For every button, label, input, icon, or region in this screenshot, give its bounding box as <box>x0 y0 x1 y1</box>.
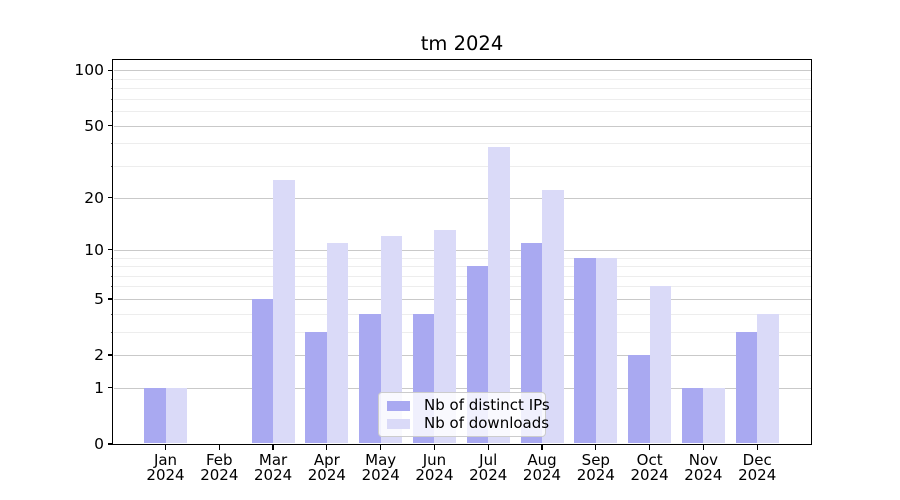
x-tick-label: Sep 2024 <box>576 450 615 484</box>
bar-oct-distinct-ips <box>628 355 650 444</box>
bar-aug-downloads <box>542 190 564 444</box>
x-tick-mark <box>541 444 543 450</box>
bar-jan-downloads <box>165 387 187 444</box>
x-tick-mark <box>487 444 489 450</box>
y-tick-mark <box>107 125 113 127</box>
minor-gridline <box>113 143 811 145</box>
y-minor-tick-mark <box>110 266 113 268</box>
bar-mar-distinct-ips <box>251 298 274 444</box>
legend-swatch-downloads <box>387 418 410 429</box>
x-tick-mark <box>702 444 704 450</box>
y-minor-tick-mark <box>110 88 113 90</box>
x-tick-label: Aug 2024 <box>522 450 562 484</box>
minor-gridline <box>113 166 811 167</box>
y-minor-tick-mark <box>110 111 113 113</box>
minor-gridline <box>113 111 811 113</box>
x-tick-label: Jan 2024 <box>146 450 185 484</box>
y-tick-label: 50 <box>84 116 104 135</box>
y-minor-tick-mark <box>110 257 113 259</box>
major-gridline <box>113 125 811 127</box>
minor-gridline <box>113 266 811 268</box>
x-tick-label: Jul 2024 <box>469 450 508 484</box>
y-minor-tick-mark <box>110 275 113 277</box>
legend-swatch-distinct-ips <box>387 400 410 411</box>
y-minor-tick-mark <box>110 143 113 145</box>
minor-gridline <box>113 331 811 333</box>
y-tick-label: 0 <box>94 435 104 453</box>
y-tick-label: 2 <box>94 346 104 365</box>
y-minor-tick-mark <box>110 78 113 80</box>
minor-gridline <box>113 275 811 277</box>
bar-oct-downloads <box>649 286 672 444</box>
bar-jul-downloads <box>488 147 510 444</box>
bar-nov-distinct-ips <box>681 387 704 444</box>
major-gridline <box>113 197 811 199</box>
bar-dec-distinct-ips <box>735 331 758 444</box>
y-tick-label: 20 <box>84 188 104 207</box>
y-tick-mark <box>107 249 113 251</box>
x-tick-label: May 2024 <box>361 450 400 484</box>
minor-gridline <box>113 88 811 90</box>
y-minor-tick-mark <box>110 286 113 288</box>
bar-dec-downloads <box>757 313 779 444</box>
chart-title: tm 2024 <box>420 32 504 55</box>
x-tick-mark <box>272 444 274 450</box>
bar-jun-downloads <box>434 230 456 444</box>
x-tick-mark <box>649 444 651 450</box>
x-tick-label: Dec 2024 <box>738 450 777 484</box>
x-tick-label: Nov 2024 <box>684 450 723 484</box>
y-tick-label: 10 <box>84 240 104 259</box>
minor-gridline <box>113 78 811 80</box>
y-tick-mark <box>107 354 113 356</box>
x-tick-mark <box>326 444 328 450</box>
y-tick-mark <box>107 443 113 445</box>
legend-item-distinct-ips: Nb of distinct IPs <box>387 397 550 414</box>
y-tick-label: 100 <box>74 61 104 80</box>
bar-apr-downloads <box>326 242 349 444</box>
bar-sep-distinct-ips <box>574 257 596 444</box>
y-tick-mark <box>107 69 113 71</box>
x-tick-mark <box>595 444 597 450</box>
major-gridline <box>113 298 811 300</box>
y-tick-mark <box>107 387 113 389</box>
minor-gridline <box>113 98 811 100</box>
x-tick-mark <box>756 444 758 450</box>
legend-label-downloads: Nb of downloads <box>424 414 550 432</box>
x-tick-mark <box>433 444 436 450</box>
bar-sep-downloads <box>595 257 618 444</box>
y-minor-tick-mark <box>110 166 113 167</box>
bar-nov-downloads <box>703 387 725 444</box>
legend-item-downloads: Nb of downloads <box>387 415 549 432</box>
x-tick-label: Feb 2024 <box>200 450 239 484</box>
x-tick-label: Oct 2024 <box>630 450 669 484</box>
y-tick-mark <box>107 298 113 300</box>
legend-label-distinct-ips: Nb of distinct IPs <box>424 396 550 414</box>
y-minor-tick-mark <box>110 313 113 315</box>
x-tick-mark <box>164 444 167 450</box>
major-gridline <box>113 355 811 357</box>
y-minor-tick-mark <box>110 98 113 100</box>
minor-gridline <box>113 257 811 259</box>
bar-jan-distinct-ips <box>144 387 166 444</box>
x-tick-label: Apr 2024 <box>307 450 346 484</box>
bar-may-downloads <box>380 236 403 444</box>
major-gridline <box>113 249 811 251</box>
x-tick-label: Jun 2024 <box>415 450 454 484</box>
major-gridline <box>113 70 811 72</box>
x-tick-label: Mar 2024 <box>253 450 293 484</box>
y-tick-label: 1 <box>94 378 104 397</box>
minor-gridline <box>113 313 811 315</box>
y-tick-mark <box>107 196 113 199</box>
y-tick-label: 5 <box>94 289 104 308</box>
bar-mar-downloads <box>273 180 295 444</box>
bar-may-distinct-ips <box>359 313 381 444</box>
y-minor-tick-mark <box>110 331 113 333</box>
major-gridline <box>113 387 811 389</box>
legend: Nb of distinct IPs Nb of downloads <box>378 392 550 437</box>
bar-apr-distinct-ips <box>305 331 327 444</box>
x-tick-mark <box>380 444 382 450</box>
x-tick-mark <box>218 444 220 450</box>
minor-gridline <box>113 286 811 288</box>
